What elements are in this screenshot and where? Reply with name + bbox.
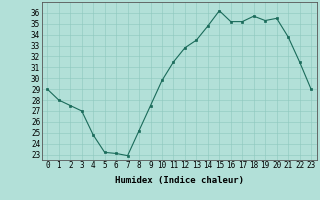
X-axis label: Humidex (Indice chaleur): Humidex (Indice chaleur) [115, 176, 244, 185]
